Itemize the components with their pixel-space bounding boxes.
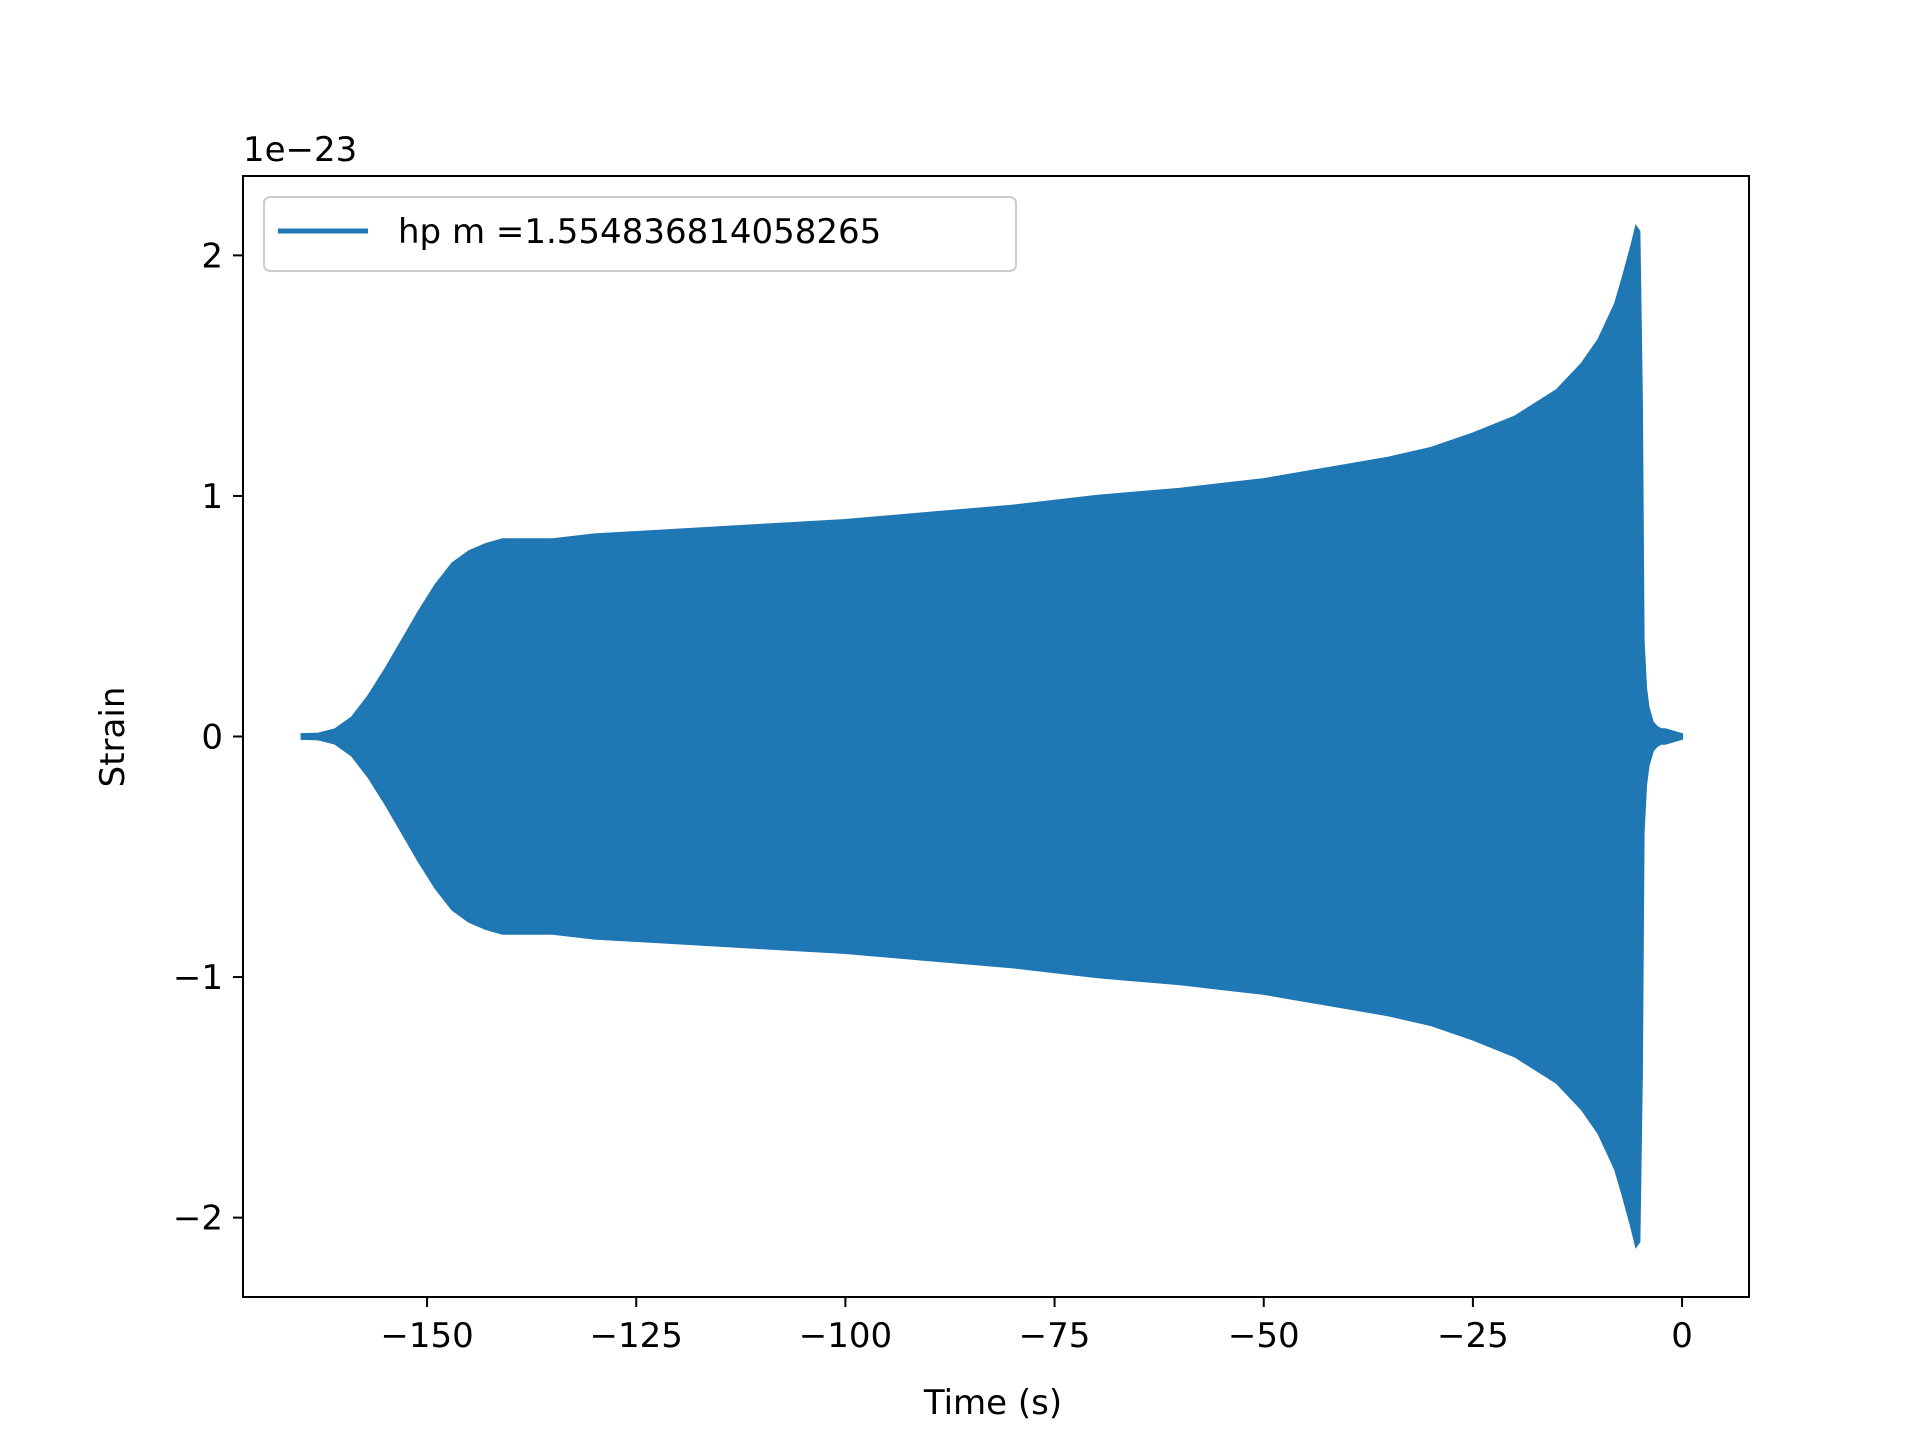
x-axis-label: Time (s) — [923, 1383, 1062, 1423]
legend: hp m =1.554836814058265 — [263, 196, 1017, 272]
x-tick-label: 0 — [1671, 1316, 1693, 1356]
plot-area — [300, 224, 1684, 1249]
y-tick-label: −1 — [173, 958, 223, 998]
x-tick-label: −150 — [380, 1316, 473, 1356]
y-axis: 2 1 0 −1 −2 — [173, 236, 243, 1239]
x-tick-label: −100 — [799, 1316, 892, 1356]
y-tick-label: 1 — [201, 477, 223, 517]
y-tick-label: 2 — [201, 236, 223, 276]
x-tick-label: −75 — [1019, 1316, 1091, 1356]
legend-label: hp m =1.554836814058265 — [398, 212, 881, 252]
y-scale-label: 1e−23 — [243, 130, 357, 170]
x-tick-label: −125 — [590, 1316, 683, 1356]
legend-box — [263, 196, 1017, 272]
x-tick-label: −25 — [1437, 1316, 1509, 1356]
x-tick-label: −50 — [1228, 1316, 1300, 1356]
y-axis-label: Strain — [93, 687, 133, 788]
y-tick-label: −2 — [173, 1199, 223, 1239]
waveform-series — [300, 224, 1684, 1249]
x-axis: −150 −125 −100 −75 −50 −25 0 — [380, 1297, 1693, 1356]
y-tick-label: 0 — [201, 718, 223, 758]
